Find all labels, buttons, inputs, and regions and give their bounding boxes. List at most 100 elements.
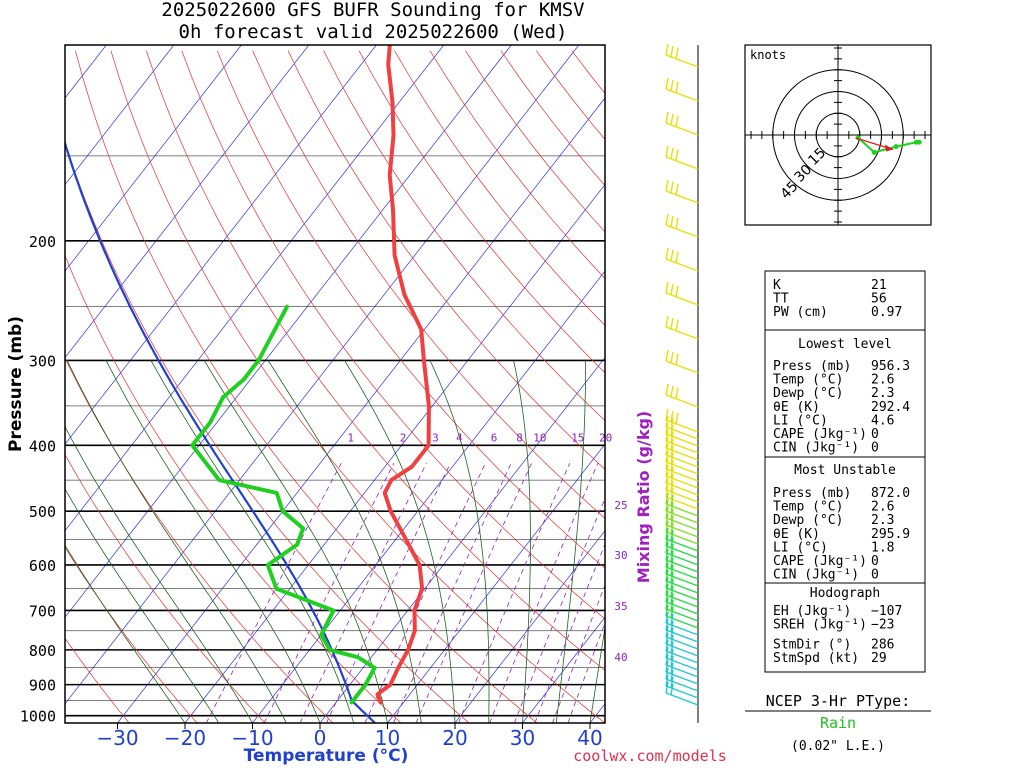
storm-motion-arrowhead — [885, 144, 894, 152]
wind-barb — [665, 555, 699, 580]
index-value: 21 — [871, 278, 887, 293]
index-value: 1.8 — [871, 540, 894, 555]
indices-panel: K 21 TT 56 PW (cm) 0.97 Lowest level Press (mb)… — [764, 270, 926, 673]
index-section-header: Hodograph — [810, 586, 880, 601]
wind-barb — [665, 450, 699, 475]
ptype-title: NCEP 3-Hr PType: — [766, 692, 911, 710]
index-value: 292.4 — [871, 400, 910, 415]
wind-barb — [665, 653, 699, 678]
mixing-ratio-tick-label: 2 — [400, 431, 407, 444]
moist-adiabat-line — [66, 360, 287, 723]
isotherm-line — [65, 45, 310, 359]
moist-adiabat-line — [555, 360, 586, 723]
index-section-header: Lowest level — [798, 337, 892, 352]
y-tick-label: 700 — [29, 602, 56, 620]
wind-barb — [665, 506, 699, 531]
moist-adiabat-line — [203, 360, 388, 723]
x-tick-label: −10 — [231, 726, 273, 750]
dry-adiabat-line — [65, 357, 334, 723]
mixing-ratio-tick-label: 4 — [456, 431, 463, 444]
dry-adiabat-line — [714, 51, 1024, 723]
wind-barb — [665, 513, 699, 538]
hodograph-ring-label: 15 — [805, 145, 829, 169]
index-label: Dewp (°C) — [773, 513, 843, 528]
mixing-ratio-tick-label: 40 — [614, 651, 627, 664]
index-label: θE (K) — [773, 527, 820, 542]
wind-barb — [665, 145, 699, 170]
index-label: SREH (Jkg⁻¹) — [773, 618, 867, 633]
wind-barb — [665, 625, 699, 650]
y-tick-label: 900 — [29, 677, 56, 695]
dry-adiabat-line — [181, 50, 605, 620]
mixing-ratio-line — [415, 463, 532, 723]
wind-barb — [665, 667, 699, 692]
wind-barb — [665, 576, 699, 601]
wind-barb — [665, 436, 699, 461]
isotherm-line — [65, 45, 242, 272]
dry-adiabat-line — [65, 141, 470, 723]
dry-adiabat-line — [65, 637, 130, 723]
x-axis-label: Temperature (°C) — [244, 746, 409, 766]
x-tick-label: −30 — [96, 726, 138, 750]
index-label: CIN (Jkg⁻¹) — [773, 568, 859, 583]
wind-barb — [665, 43, 699, 68]
moist-adiabat-line — [513, 360, 531, 723]
mixing-ratio-tick-label: 8 — [516, 431, 523, 444]
plot-frame — [64, 44, 606, 724]
wind-barb — [665, 541, 699, 566]
index-value: 0.97 — [871, 305, 902, 320]
isotherm-line — [65, 45, 175, 186]
moist-adiabat-line — [267, 360, 422, 723]
hodograph-frame — [744, 44, 932, 226]
mixing-ratio-line — [326, 463, 451, 723]
footer-url: coolwx.com/models — [573, 747, 727, 765]
x-tick-label: 10 — [375, 726, 400, 750]
wind-barb — [665, 639, 699, 664]
x-tick-label: 30 — [510, 726, 535, 750]
index-value: 286 — [871, 638, 894, 653]
parcel-trace — [65, 139, 376, 723]
index-label: PW (cm) — [773, 305, 828, 320]
mixing-ratio-line — [534, 543, 605, 723]
index-label: LI (°C) — [773, 540, 828, 555]
isotherm-line — [65, 45, 445, 532]
wind-barb — [665, 534, 699, 559]
index-label: θE (K) — [773, 400, 820, 415]
moist-adiabat-line — [65, 544, 186, 723]
index-value: 0 — [871, 427, 879, 442]
wind-barb — [665, 499, 699, 524]
index-label: Temp (°C) — [773, 373, 843, 388]
wind-barb — [665, 562, 699, 587]
index-value: 0 — [871, 554, 879, 569]
y-tick-label: 500 — [29, 503, 56, 521]
y-tick-label: 200 — [29, 233, 56, 251]
wind-barb — [665, 315, 699, 340]
dry-adiabat-line — [500, 50, 605, 187]
isotherm-line — [65, 45, 580, 705]
mixing-ratio-tick-label: 30 — [614, 549, 627, 562]
index-value: 29 — [871, 651, 887, 666]
mixing-ratio-tick-label: 1 — [347, 431, 354, 444]
dewpoint-trace — [190, 304, 377, 705]
y-tick-label: 600 — [29, 557, 56, 575]
index-label: LI (°C) — [773, 413, 828, 428]
index-value: −23 — [871, 618, 894, 633]
dry-adiabat-line — [75, 50, 538, 723]
hodograph-point — [893, 144, 899, 150]
chart-title-line1: 2025022600 GFS BUFR Sounding for KMSV — [161, 0, 584, 21]
isotherm-line — [65, 45, 377, 445]
isotherm-line — [252, 270, 605, 723]
x-tick-label: 40 — [577, 726, 602, 750]
wind-barb — [665, 179, 699, 204]
moist-adiabat-line — [105, 360, 321, 723]
index-label: CAPE (Jkg⁻¹) — [773, 427, 867, 442]
y-tick-label: 800 — [29, 642, 56, 660]
index-label: StmSpd (kt) — [773, 651, 859, 666]
wind-barb-column — [665, 43, 699, 723]
index-label: CAPE (Jkg⁻¹) — [773, 554, 867, 569]
index-label: Press (mb) — [773, 486, 851, 501]
wind-barb — [665, 422, 699, 447]
index-value: 2.3 — [871, 386, 894, 401]
dry-adiabat-line — [216, 50, 605, 569]
